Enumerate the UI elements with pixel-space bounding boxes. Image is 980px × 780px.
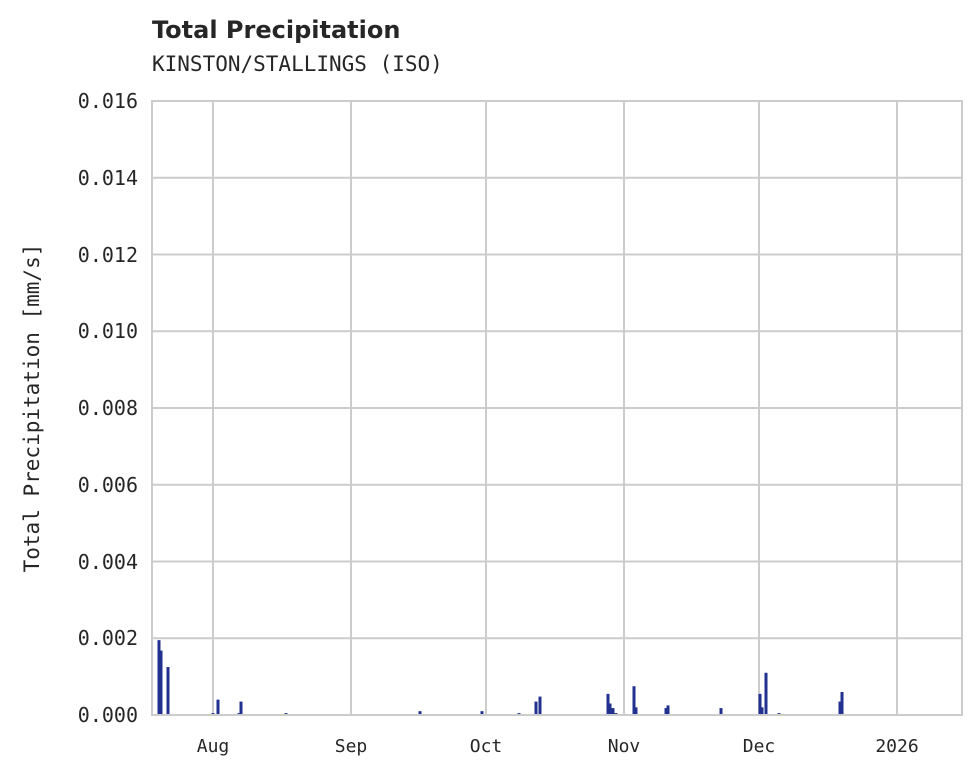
y-tick-label: 0.008	[77, 396, 138, 420]
precip-bar	[840, 691, 844, 715]
x-tick-label: Sep	[334, 736, 368, 757]
x-tick-label: Oct	[469, 736, 503, 757]
y-tick-label: 0.016	[77, 89, 138, 113]
x-tick-label: 2026	[875, 736, 919, 757]
precip-bar	[166, 667, 170, 715]
gridlines	[152, 100, 962, 716]
precip-bar	[666, 705, 670, 715]
x-tick-label: Nov	[607, 736, 641, 757]
precip-bar	[157, 640, 161, 715]
precip-bar	[606, 693, 610, 715]
precip-bar	[719, 708, 723, 715]
precip-bar	[418, 711, 422, 715]
x-tick-label: Dec	[742, 736, 776, 757]
precip-bar	[159, 650, 163, 715]
precip-bar	[216, 699, 220, 715]
chart-subtitle: KINSTON/STALLINGS (ISO)	[152, 52, 443, 76]
precip-bar	[634, 707, 638, 715]
x-tick-label: Aug	[196, 736, 230, 757]
y-tick-label: 0.004	[77, 549, 138, 574]
y-tick-label: 0.012	[77, 242, 138, 267]
precip-bar	[538, 696, 542, 715]
chart-title: Total Precipitation	[152, 16, 401, 44]
precip-bar	[758, 693, 762, 715]
y-tick-label: 0.010	[77, 319, 138, 344]
y-tick-label: 0.014	[77, 165, 138, 190]
precip-bar	[764, 672, 768, 715]
precip-bar	[664, 708, 668, 715]
precip-bar	[632, 686, 636, 715]
precip-bar	[760, 707, 764, 715]
precip-bar	[838, 701, 842, 715]
y-tick-label: 0.002	[77, 626, 138, 651]
precip-bar	[534, 701, 538, 715]
precipitation-bars	[157, 640, 844, 715]
precip-bar	[611, 708, 615, 715]
precip-bar	[480, 711, 484, 715]
y-tick-label: 0.000	[77, 703, 138, 727]
precip-bar	[608, 703, 612, 715]
y-tick-label: 0.006	[77, 472, 138, 497]
precip-bar	[239, 701, 243, 715]
plot-frame	[151, 100, 963, 716]
